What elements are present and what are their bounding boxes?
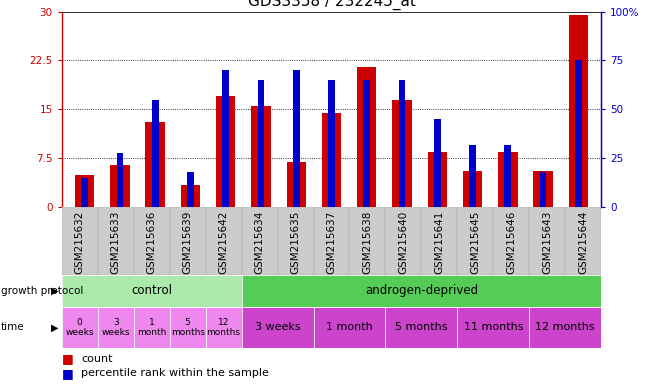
Text: GSM215637: GSM215637 — [326, 211, 337, 274]
Text: GSM215639: GSM215639 — [183, 211, 192, 274]
Bar — [434, 119, 441, 207]
Text: ▶: ▶ — [51, 286, 58, 296]
Text: 0
weeks: 0 weeks — [66, 318, 94, 337]
Bar — [463, 171, 482, 207]
Bar — [181, 185, 200, 207]
Bar — [146, 122, 165, 207]
Bar — [393, 100, 411, 207]
Bar — [187, 172, 194, 207]
Bar — [257, 80, 265, 207]
Bar — [216, 96, 235, 207]
Text: GSM215635: GSM215635 — [291, 211, 300, 274]
Bar — [62, 275, 242, 307]
Text: count: count — [81, 354, 112, 364]
Bar — [278, 207, 313, 275]
Bar — [363, 80, 370, 207]
Bar — [134, 207, 170, 275]
Bar — [322, 113, 341, 207]
Bar — [62, 307, 98, 348]
Text: GSM215636: GSM215636 — [147, 211, 157, 274]
Bar — [98, 207, 134, 275]
Bar — [111, 165, 129, 207]
Text: GSM215644: GSM215644 — [578, 211, 588, 274]
Text: GSM215646: GSM215646 — [506, 211, 516, 274]
Bar — [458, 307, 529, 348]
Bar — [81, 178, 88, 207]
Text: GSM215638: GSM215638 — [363, 211, 372, 274]
Bar — [98, 307, 134, 348]
Bar — [205, 307, 242, 348]
Bar — [242, 275, 601, 307]
Text: GSM215634: GSM215634 — [255, 211, 265, 274]
Text: 5 months: 5 months — [395, 322, 448, 333]
Bar — [350, 207, 385, 275]
Bar — [170, 207, 205, 275]
Text: GSM215632: GSM215632 — [75, 211, 84, 274]
Text: 12 months: 12 months — [536, 322, 595, 333]
Bar — [385, 307, 458, 348]
Bar — [529, 307, 601, 348]
Bar — [242, 307, 313, 348]
Text: GSM215643: GSM215643 — [542, 211, 552, 274]
Bar — [493, 207, 529, 275]
Text: control: control — [131, 285, 172, 297]
Bar — [569, 15, 588, 207]
Bar — [529, 207, 566, 275]
Text: ■: ■ — [62, 367, 73, 380]
Text: GSM215641: GSM215641 — [434, 211, 445, 274]
Text: androgen-deprived: androgen-deprived — [365, 285, 478, 297]
Bar — [566, 207, 601, 275]
Bar — [498, 152, 517, 207]
Bar — [75, 175, 94, 207]
Text: GSM215640: GSM215640 — [398, 211, 408, 274]
Bar — [116, 152, 124, 207]
Text: 5
months: 5 months — [171, 318, 205, 337]
Text: percentile rank within the sample: percentile rank within the sample — [81, 368, 269, 378]
Bar — [328, 80, 335, 207]
Text: growth protocol: growth protocol — [1, 286, 83, 296]
Bar — [504, 145, 511, 207]
Bar — [421, 207, 458, 275]
Bar — [469, 145, 476, 207]
Bar — [293, 70, 300, 207]
Bar — [287, 162, 306, 207]
Bar — [252, 106, 270, 207]
Text: ▶: ▶ — [51, 322, 58, 333]
Text: 11 months: 11 months — [463, 322, 523, 333]
Bar — [357, 67, 376, 207]
Bar — [62, 207, 98, 275]
Bar — [398, 80, 406, 207]
Text: 1
month: 1 month — [137, 318, 166, 337]
Text: 3 weeks: 3 weeks — [255, 322, 300, 333]
Bar — [170, 307, 205, 348]
Bar — [205, 207, 242, 275]
Text: 3
weeks: 3 weeks — [101, 318, 130, 337]
Text: GSM215642: GSM215642 — [218, 211, 229, 274]
Bar — [385, 207, 421, 275]
Bar — [313, 207, 350, 275]
Bar — [575, 61, 582, 207]
Bar — [222, 70, 229, 207]
Bar — [428, 152, 447, 207]
Text: GSM215645: GSM215645 — [471, 211, 480, 274]
Text: GSM215633: GSM215633 — [111, 211, 121, 274]
Bar — [242, 207, 278, 275]
Text: time: time — [1, 322, 24, 333]
Text: 1 month: 1 month — [326, 322, 373, 333]
Bar — [313, 307, 385, 348]
Title: GDS3358 / 232245_at: GDS3358 / 232245_at — [248, 0, 415, 10]
Bar — [458, 207, 493, 275]
Bar — [134, 307, 170, 348]
Bar — [540, 172, 547, 207]
Text: 12
months: 12 months — [207, 318, 240, 337]
Text: ■: ■ — [62, 353, 73, 366]
Bar — [534, 171, 552, 207]
Bar — [152, 100, 159, 207]
